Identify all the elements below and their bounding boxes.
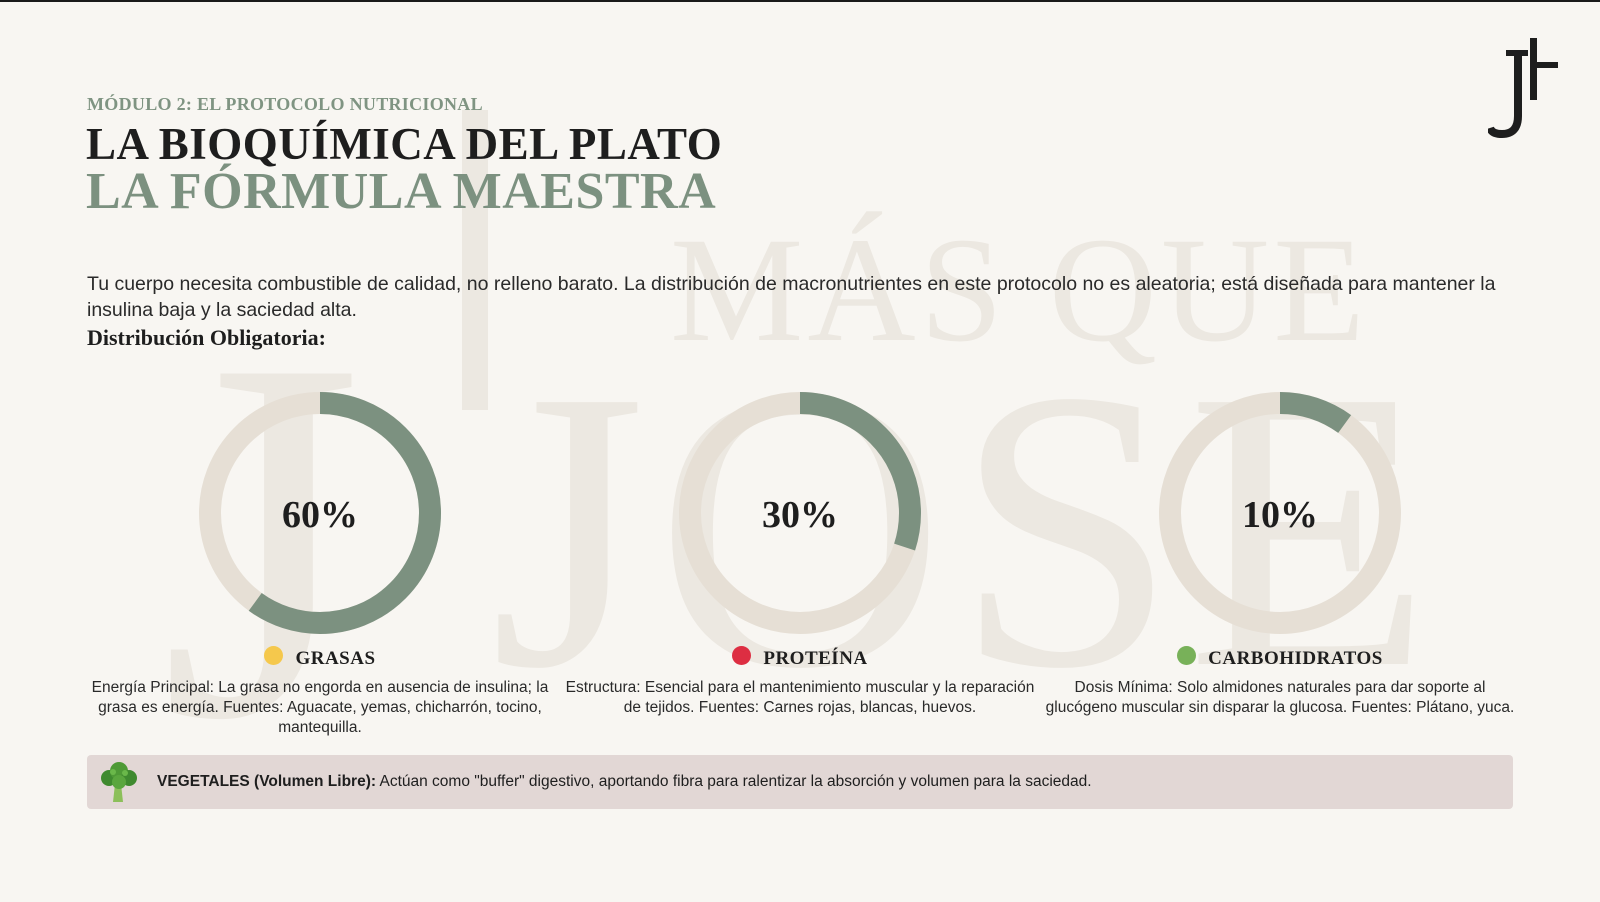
- page-title: LA BIOQUÍMICA DEL PLATO: [86, 119, 723, 169]
- percent-label-carbohidratos: 10%: [1242, 494, 1318, 536]
- vegetables-label: VEGETALES (Volumen Libre):: [157, 773, 377, 790]
- top-rule: [0, 0, 1600, 2]
- donut-arc-proteina: [679, 392, 921, 634]
- donut-arc-carbohidratos: [1159, 392, 1401, 634]
- watermark-cross-vertical: [462, 110, 488, 410]
- donut-arc-grasas: [199, 392, 441, 634]
- vegetables-text: VEGETALES (Volumen Libre): Actúan como "…: [157, 773, 1092, 791]
- donut-chart-proteina: 30%: [679, 392, 921, 634]
- vegetables-description: Actúan como "buffer" digestivo, aportand…: [379, 773, 1092, 790]
- vegetables-note: VEGETALES (Volumen Libre): Actúan como "…: [87, 755, 1513, 809]
- broccoli-icon: [101, 762, 137, 802]
- macro-card-grasas: 60% GRASAS Energía Principal: La grasa n…: [80, 388, 560, 738]
- percent-label-grasas: 60%: [282, 494, 358, 536]
- intro-paragraph: Tu cuerpo necesita combustible de calida…: [87, 273, 1496, 321]
- distribution-heading: Distribución Obligatoria:: [87, 325, 326, 350]
- donut-chart-grasas: 60%: [199, 392, 441, 634]
- macro-name-carbohidratos: CARBOHIDRATOS: [1208, 648, 1383, 669]
- macro-name-proteina: PROTEÍNA: [763, 648, 868, 669]
- green-dot-icon: [1177, 645, 1197, 665]
- donut-chart-carbohidratos: 10%: [1159, 392, 1401, 634]
- red-dot-icon: [732, 645, 752, 665]
- percent-label-proteina: 30%: [762, 494, 838, 536]
- yellow-dot-icon: [264, 645, 284, 665]
- macro-description-proteina: Estructura: Esencial para el mantenimien…: [565, 679, 1035, 716]
- macro-description-grasas: Energía Principal: La grasa no engorda e…: [91, 679, 549, 736]
- page-subtitle: LA FÓRMULA MAESTRA: [86, 163, 717, 220]
- macro-card-proteina: 30% PROTEÍNA Estructura: Esencial para e…: [560, 388, 1040, 718]
- macro-name-grasas: GRASAS: [295, 648, 376, 669]
- macro-card-carbohidratos: 10% CARBOHIDRATOS Dosis Mínima: Solo alm…: [1040, 388, 1520, 718]
- macro-description-carbohidratos: Dosis Mínima: Solo almidones naturales p…: [1045, 679, 1515, 716]
- module-label: MÓDULO 2: EL PROTOCOLO NUTRICIONAL: [87, 94, 483, 114]
- brand-logo-icon: [1488, 38, 1558, 139]
